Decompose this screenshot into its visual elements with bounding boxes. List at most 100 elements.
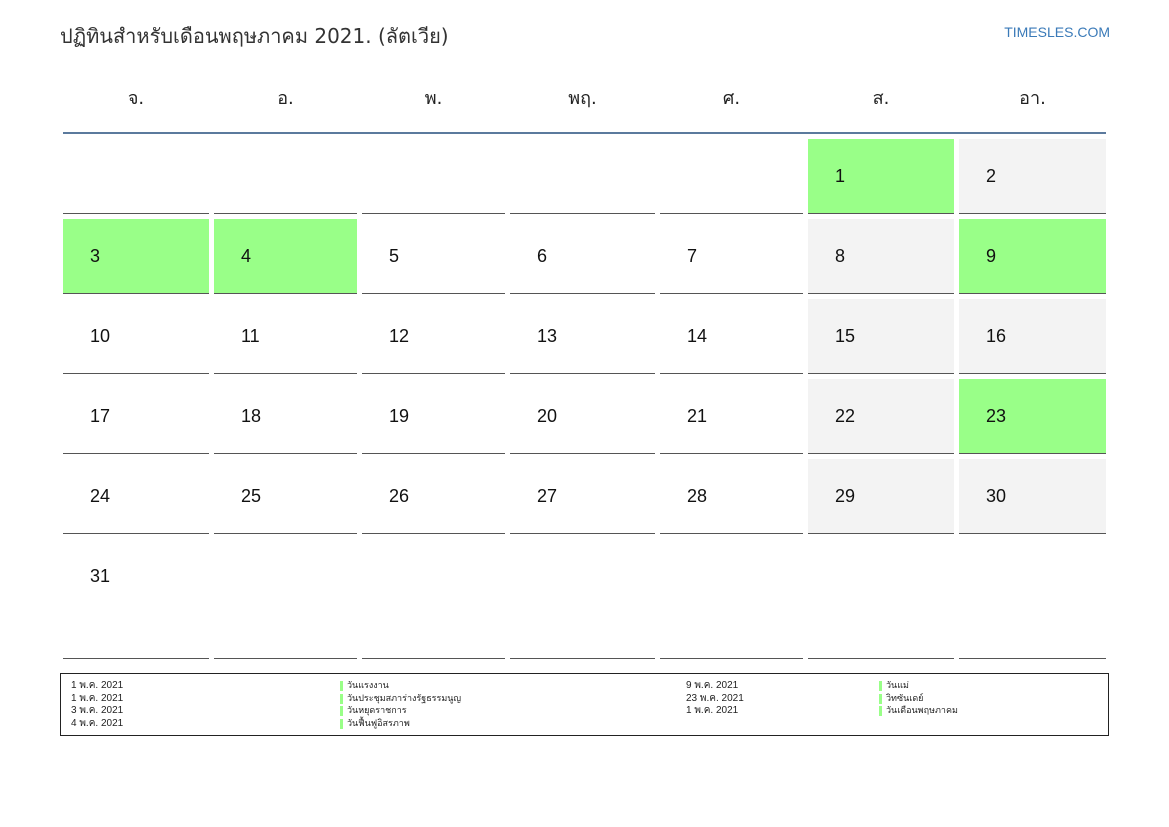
weekday-header: พ.	[424, 88, 443, 109]
day-cell: 1	[808, 139, 954, 214]
day-number: 30	[986, 486, 1007, 506]
holiday-date: 23 พ.ค. 2021	[686, 692, 744, 704]
holiday-name: วันฟื้นฟูอิสรภาพ	[340, 718, 410, 729]
day-cell: 28	[660, 459, 803, 534]
legend-left-dates: 1 พ.ค. 2021 1 พ.ค. 2021 3 พ.ค. 2021 4 พ.ค. …	[71, 680, 123, 730]
page-title: ปฏิทินสำหรับเดือนพฤษภาคม 2021. (ลัตเวีย)	[60, 24, 449, 48]
holiday-date: 4 พ.ค. 2021	[71, 717, 124, 729]
empty-day-cell	[959, 539, 1106, 659]
holiday-name: วันแรงงาน	[340, 681, 389, 691]
legend-right-dates: 9 พ.ค. 2021 23 พ.ค. 2021 1 พ.ค. 2021	[686, 680, 744, 718]
day-cell: 17	[63, 379, 209, 454]
day-cell: 3	[63, 219, 209, 294]
calendar-week-row: 17 18 19 20 21 22 23	[63, 379, 1106, 454]
weekday-header: อา.	[1019, 88, 1046, 109]
day-number: 15	[835, 326, 856, 346]
holiday-date: 3 พ.ค. 2021	[71, 705, 124, 716]
empty-day-cell	[660, 139, 803, 214]
day-cell: 7	[660, 219, 803, 294]
day-cell: 16	[959, 299, 1106, 374]
month-calendar: จ. อ. พ. พฤ. ศ. ส. อา. 1 2 3 4 5 6 7 8 9 10 11 12 13 14 15 16…	[63, 80, 1106, 659]
day-number: 5	[389, 246, 400, 266]
empty-day-cell	[808, 539, 954, 659]
day-number: 28	[687, 486, 708, 506]
calendar-week-row: 10 11 12 13 14 15 16	[63, 299, 1106, 374]
day-number: 9	[986, 246, 997, 266]
holiday-date: 1 พ.ค. 2021	[71, 680, 124, 691]
day-cell: 27	[510, 459, 655, 534]
day-cell: 21	[660, 379, 803, 454]
day-cell: 2	[959, 139, 1106, 214]
day-number: 19	[389, 406, 410, 426]
day-number: 4	[241, 246, 252, 266]
holiday-date: 9 พ.ค. 2021	[686, 680, 739, 691]
day-number: 10	[90, 326, 111, 346]
day-cell: 24	[63, 459, 209, 534]
day-number: 31	[90, 566, 111, 586]
day-cell: 5	[362, 219, 505, 294]
holiday-name: วิทซันเดย์	[879, 693, 924, 704]
calendar-week-row: 31	[63, 539, 1106, 659]
day-cell: 30	[959, 459, 1106, 534]
day-number: 3	[90, 246, 101, 266]
site-link[interactable]: TIMESLES.COM	[1004, 24, 1110, 40]
day-cell: 9	[959, 219, 1106, 294]
empty-day-cell	[214, 539, 357, 659]
day-number: 20	[537, 406, 558, 426]
holiday-date: 1 พ.ค. 2021	[686, 705, 739, 716]
day-cell: 31	[63, 539, 209, 659]
empty-day-cell	[660, 539, 803, 659]
holiday-legend: 1 พ.ค. 2021 1 พ.ค. 2021 3 พ.ค. 2021 4 พ.ค. …	[60, 673, 1109, 736]
day-cell: 13	[510, 299, 655, 374]
day-number: 22	[835, 406, 856, 426]
holiday-name: วันแม่	[879, 681, 909, 691]
legend-right-names: วันแม่วิทซันเดย์วันเดือนพฤษภาคม	[879, 680, 958, 718]
day-number: 17	[90, 406, 111, 426]
day-number: 6	[537, 246, 548, 266]
day-number: 23	[986, 406, 1007, 426]
weekday-header: ศ.	[722, 88, 741, 109]
day-cell: 6	[510, 219, 655, 294]
holiday-name: วันเดือนพฤษภาคม	[879, 706, 958, 716]
day-cell: 15	[808, 299, 954, 374]
day-number: 1	[835, 166, 846, 186]
day-number: 13	[537, 326, 558, 346]
empty-day-cell	[63, 139, 209, 214]
calendar-week-row: 3 4 5 6 7 8 9	[63, 219, 1106, 294]
empty-day-cell	[362, 139, 505, 214]
day-cell: 12	[362, 299, 505, 374]
calendar-week-row: 24 25 26 27 28 29 30	[63, 459, 1106, 534]
holiday-name: วันประชุมสภาร่างรัฐธรรมนูญ	[340, 693, 462, 704]
holiday-date: 1 พ.ค. 2021	[71, 692, 124, 704]
weekday-header-row: จ. อ. พ. พฤ. ศ. ส. อา.	[63, 80, 1106, 134]
day-number: 16	[986, 326, 1007, 346]
day-number: 25	[241, 486, 262, 506]
day-cell: 14	[660, 299, 803, 374]
weekday-header: อ.	[277, 88, 294, 109]
day-cell: 19	[362, 379, 505, 454]
day-cell: 29	[808, 459, 954, 534]
day-number: 7	[687, 246, 698, 266]
day-number: 24	[90, 486, 111, 506]
day-number: 29	[835, 486, 856, 506]
legend-left-names: วันแรงงานวันประชุมสภาร่างรัฐธรรมนูญวันหย…	[340, 680, 462, 730]
weekday-header: จ.	[127, 88, 145, 109]
empty-day-cell	[214, 139, 357, 214]
weekday-header: พฤ.	[568, 88, 597, 109]
day-number: 2	[986, 166, 997, 186]
day-cell: 26	[362, 459, 505, 534]
holiday-name: วันหยุดราชการ	[340, 706, 407, 716]
day-number: 8	[835, 246, 846, 266]
weekday-header: ส.	[872, 88, 890, 109]
day-cell: 10	[63, 299, 209, 374]
day-cell: 20	[510, 379, 655, 454]
day-cell: 23	[959, 379, 1106, 454]
day-number: 26	[389, 486, 410, 506]
day-cell: 8	[808, 219, 954, 294]
empty-day-cell	[510, 139, 655, 214]
day-number: 18	[241, 406, 262, 426]
empty-day-cell	[510, 539, 655, 659]
day-number: 12	[389, 326, 410, 346]
day-number: 11	[241, 326, 260, 346]
day-cell: 22	[808, 379, 954, 454]
